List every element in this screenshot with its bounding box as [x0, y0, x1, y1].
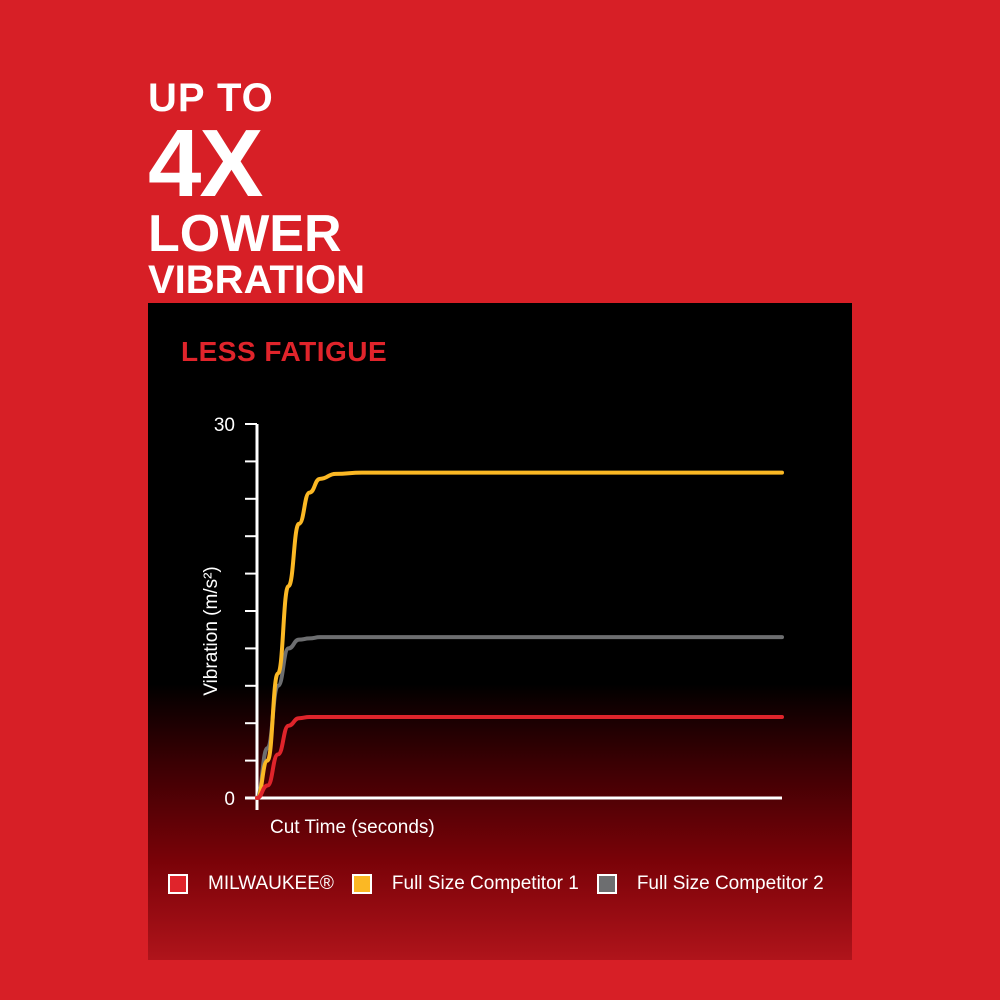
y-tick-label: 0 — [224, 789, 235, 810]
legend-swatch — [351, 874, 372, 894]
headline-line-1: UP TO — [148, 76, 274, 120]
x-axis-label: Cut Time (seconds) — [270, 817, 435, 838]
headline-line-3: LOWER — [148, 205, 342, 263]
headline: UP TO 4X LOWER VIBRATION — [148, 78, 365, 300]
headline-line-2: 4X — [148, 110, 263, 217]
vibration-chart: 0 30 Cut Time (seconds) Vibration (m/s²) — [201, 415, 784, 838]
series-line-1 — [255, 714, 784, 800]
legend-item: Full Size Competitor 1 — [351, 873, 579, 895]
legend-label: MILWAUKEE® — [208, 873, 334, 894]
y-tick-label: 30 — [214, 415, 235, 436]
chart-title: LESS FATIGUE — [181, 336, 388, 367]
legend-swatch — [168, 874, 188, 894]
legend-item: MILWAUKEE® — [168, 873, 334, 895]
legend: MILWAUKEE® Full Size Competitor 1 Full Siz… — [168, 873, 842, 895]
y-axis-label: Vibration (m/s²) — [201, 566, 222, 696]
headline-line-4: VIBRATION — [148, 258, 366, 302]
legend-item: Full Size Competitor 2 — [596, 873, 824, 895]
legend-label: Full Size Competitor 2 — [636, 873, 824, 894]
legend-swatch — [596, 874, 617, 894]
chart-panel: LESS FATIGUE 0 30 Cut Time (seconds) Vibrat… — [148, 303, 852, 960]
series-line-2 — [255, 470, 784, 800]
legend-label: Full Size Competitor 1 — [391, 873, 579, 894]
